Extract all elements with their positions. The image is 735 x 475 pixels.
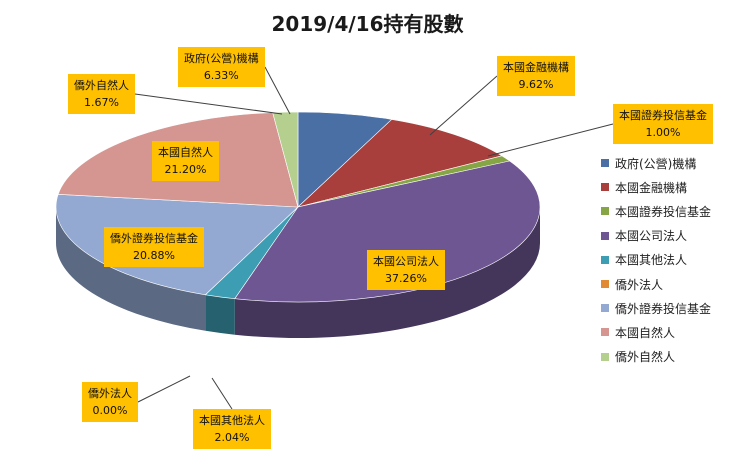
legend-swatch xyxy=(601,159,609,168)
legend-swatch xyxy=(601,328,609,337)
legend-swatch xyxy=(601,231,609,240)
legend-label: 僑外法人 xyxy=(615,277,664,292)
legend-swatch xyxy=(601,207,609,216)
data-label: 僑外自然人 1.67% xyxy=(68,74,135,114)
pie-wall-4 xyxy=(205,294,235,335)
data-label-name: 政府(公營)機構 xyxy=(184,52,259,65)
legend-item: 本國其他法人 xyxy=(601,248,711,272)
data-label-value: 1.00% xyxy=(645,126,681,139)
legend-item: 僑外法人 xyxy=(601,272,711,296)
legend-swatch xyxy=(601,352,609,361)
data-label-value: 9.62% xyxy=(518,78,554,91)
data-label-name: 本國證券投信基金 xyxy=(619,109,707,122)
data-label: 僑外法人 0.00% xyxy=(82,382,138,422)
legend-label: 本國自然人 xyxy=(615,325,676,340)
data-label-value: 6.33% xyxy=(203,69,239,82)
legend-label: 本國公司法人 xyxy=(615,229,688,244)
data-label-name: 本國金融機構 xyxy=(503,61,569,74)
data-label-value: 37.26% xyxy=(385,272,427,285)
data-label-name: 僑外證券投信基金 xyxy=(110,232,198,245)
legend-label: 本國證券投信基金 xyxy=(615,204,712,219)
legend-item: 僑外證券投信基金 xyxy=(601,296,711,320)
legend-label: 政府(公營)機構 xyxy=(615,156,697,171)
data-label-value: 0.00% xyxy=(92,404,128,417)
data-label-value: 2.04% xyxy=(214,431,250,444)
legend-label: 本國金融機構 xyxy=(615,180,688,195)
legend-swatch xyxy=(601,280,609,289)
legend-label: 本國其他法人 xyxy=(615,253,688,268)
data-label-name: 僑外自然人 xyxy=(74,79,129,92)
leader-line xyxy=(429,75,498,136)
legend-swatch xyxy=(601,183,609,192)
legend-item: 政府(公營)機構 xyxy=(601,151,711,175)
pie-wall-6 xyxy=(56,207,206,331)
leader-line xyxy=(211,377,233,410)
legend-item: 本國金融機構 xyxy=(601,175,711,199)
data-label: 本國公司法人 37.26% xyxy=(367,250,445,290)
leader-line xyxy=(134,93,283,115)
data-label-name: 本國自然人 xyxy=(158,146,213,159)
legend-label: 僑外自然人 xyxy=(615,350,676,365)
leader-line xyxy=(487,123,614,157)
pie-wall-3 xyxy=(234,207,540,338)
chart-title: 2019/4/16持有股數 xyxy=(271,12,464,36)
legend-item: 本國自然人 xyxy=(601,320,711,344)
data-label: 政府(公營)機構 6.33% xyxy=(178,47,265,87)
data-label: 本國證券投信基金 1.00% xyxy=(613,104,713,144)
legend-label: 僑外證券投信基金 xyxy=(615,301,712,316)
legend-swatch xyxy=(601,255,609,264)
legend-item: 本國公司法人 xyxy=(601,224,711,248)
data-label-value: 21.20% xyxy=(164,163,207,176)
data-label-name: 僑外法人 xyxy=(88,387,132,400)
leader-line xyxy=(137,375,191,403)
data-label: 本國其他法人 2.04% xyxy=(193,409,271,449)
legend: 政府(公營)機構 本國金融機構本國證券投信基金 本國公司法人 本國其他法人 僑外法人僑外… xyxy=(601,151,711,369)
leader-line xyxy=(264,66,291,115)
legend-item: 本國證券投信基金 xyxy=(601,199,711,223)
data-label: 本國金融機構 9.62% xyxy=(497,56,575,96)
data-label-value: 1.67% xyxy=(84,96,119,109)
data-label-value: 20.88% xyxy=(133,249,175,262)
data-label-name: 本國其他法人 xyxy=(199,414,265,427)
data-label: 本國自然人 21.20% xyxy=(152,141,219,181)
data-label-name: 本國公司法人 xyxy=(373,255,439,268)
data-label: 僑外證券投信基金 20.88% xyxy=(104,227,204,267)
pie-slice-3 xyxy=(234,160,541,303)
legend-swatch xyxy=(601,304,609,313)
legend-item: 僑外自然人 xyxy=(601,345,711,369)
